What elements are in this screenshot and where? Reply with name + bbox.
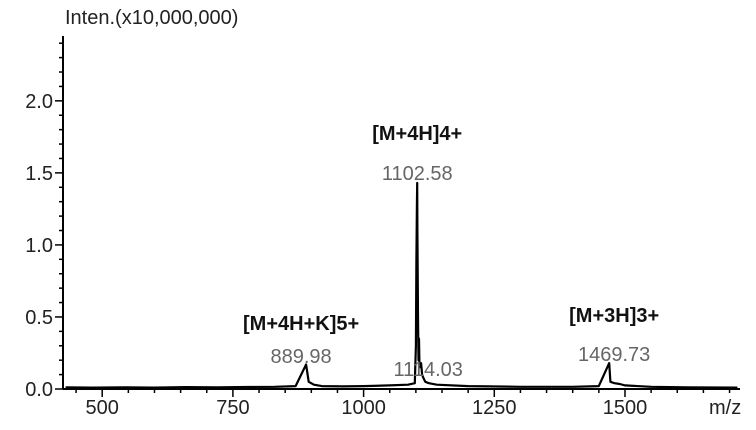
peak-ion-label: [M+4H+K]5+ — [243, 313, 359, 335]
x-tick-label: 500 — [86, 397, 119, 419]
x-tick-label: 1000 — [341, 397, 386, 419]
peak-mz-label: 889.98 — [270, 346, 331, 368]
peak-mz-label: 1102.58 — [382, 163, 453, 185]
y-tick-label: 1.5 — [25, 163, 53, 185]
spectrum-trace — [65, 181, 738, 389]
y-tick-label: 2.0 — [25, 91, 53, 113]
x-axis-title: m/z — [709, 397, 741, 419]
peak-mz-label: 1469.73 — [578, 344, 650, 366]
x-tick-label: 1500 — [603, 397, 648, 419]
x-tick-label: 750 — [216, 397, 249, 419]
y-tick-label: 0.0 — [25, 379, 53, 401]
peak-mz-label: 1114.03 — [394, 359, 463, 381]
y-tick-label: 0.5 — [25, 307, 53, 329]
peak-ion-label: [M+3H]3+ — [569, 305, 659, 327]
y-axis-title: Inten.(x10,000,000) — [65, 7, 238, 29]
peak-ion-label: [M+4H]4+ — [372, 123, 462, 145]
x-axis-ticks: 500 750 1000 1250 1500 — [75, 389, 731, 419]
y-axis-ticks: 0.0 0.5 1.0 1.5 2.0 — [25, 42, 63, 401]
peak-annotations: [M+4H]4+ 1102.58 [M+4H+K]5+ 889.98 1114.03 [M… — [243, 123, 659, 381]
x-tick-label: 1250 — [472, 397, 517, 419]
y-tick-label: 1.0 — [25, 235, 53, 257]
